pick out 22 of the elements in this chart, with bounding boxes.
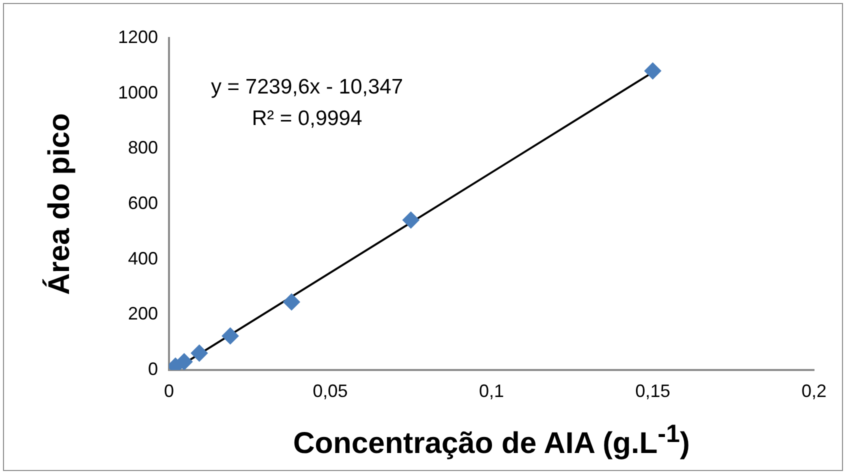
x-tick-label: 0	[164, 380, 174, 401]
point	[283, 293, 300, 310]
y-tick-label: 600	[128, 192, 158, 213]
x-tick-label: 0,05	[312, 380, 348, 401]
y-tick-label: 1200	[118, 26, 158, 47]
point	[644, 62, 662, 80]
y-tick-label: 200	[128, 304, 158, 324]
y-tick-label: 400	[128, 248, 158, 268]
y-axis-title: Área do pico	[43, 113, 77, 295]
y-tick-label: 800	[128, 138, 158, 158]
y-tick-label: 0	[148, 358, 158, 379]
x-axis-title: Concentração de AIA (g.L$^{-1}$)	[292, 420, 691, 461]
point	[176, 353, 193, 370]
x-tick-label: 0,1	[478, 380, 504, 401]
x-tick-label: 0,15	[635, 380, 670, 401]
point	[222, 327, 239, 344]
annotation: y = 7239,6x - 10,347	[210, 76, 404, 99]
point	[190, 344, 208, 362]
point	[402, 212, 420, 229]
x-tick-label: 0,2	[801, 380, 827, 401]
annotation: R² = 0,9994	[252, 107, 362, 130]
y-tick-label: 1000	[118, 82, 158, 102]
